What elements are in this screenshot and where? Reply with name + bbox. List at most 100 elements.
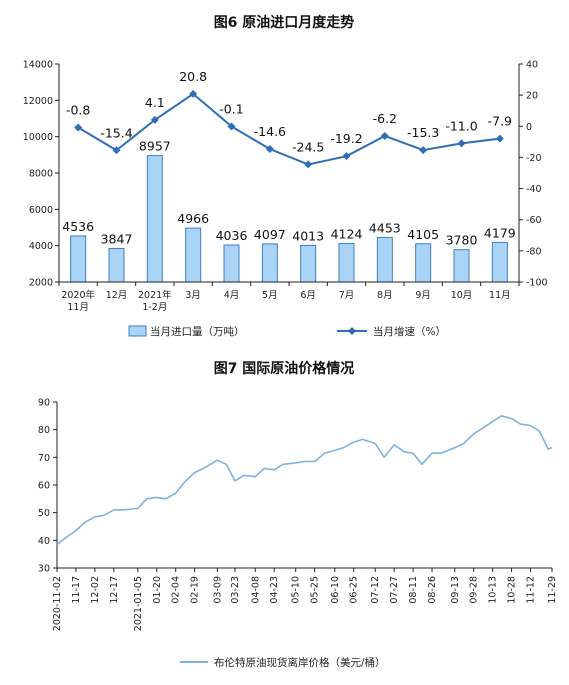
chart2-y-tick: 30 bbox=[38, 564, 50, 575]
growth-point bbox=[74, 123, 83, 132]
chart2-x-tick: 12-02 bbox=[90, 576, 101, 604]
import-volume-bar bbox=[491, 241, 508, 283]
growth-label: -6.2 bbox=[373, 111, 397, 126]
growth-label: -15.3 bbox=[407, 125, 439, 140]
chart1-growth-line bbox=[74, 89, 504, 169]
brent-price-line-path bbox=[56, 414, 553, 546]
chart2-x-tick: 06-25 bbox=[349, 576, 360, 604]
chart2-x-tick: 11-17 bbox=[71, 576, 82, 604]
chart2-legend: 布伦特原油现货离岸价格（美元/桶） bbox=[180, 656, 386, 669]
import-volume-bar bbox=[338, 242, 355, 283]
import-volume-label: 4124 bbox=[331, 226, 363, 241]
chart2-x-tick: 2020-11-02 bbox=[52, 576, 63, 631]
chart2-x-tick: 07-12 bbox=[370, 576, 381, 604]
chart2-price-line bbox=[56, 414, 553, 546]
import-volume-label: 4179 bbox=[484, 225, 516, 240]
growth-point bbox=[457, 139, 466, 148]
chart1-left-axis-labels: 2000 4000 6000 8000 10000 12000 14000 bbox=[23, 60, 53, 289]
growth-point bbox=[150, 115, 159, 124]
import-volume-label: 4536 bbox=[62, 219, 94, 234]
chart1-legend: 当月进口量（万吨） 当月增速（%） bbox=[128, 325, 446, 338]
growth-label: 4.1 bbox=[145, 95, 165, 110]
growth-label: -15.4 bbox=[100, 125, 132, 140]
chart2-y-tick: 70 bbox=[38, 453, 50, 464]
chart2-x-tick: 08-26 bbox=[427, 576, 438, 604]
legend-bar-label: 当月进口量（万吨） bbox=[150, 325, 245, 338]
chart2-y-tick: 90 bbox=[38, 398, 50, 409]
chart1-right-tick: -60 bbox=[526, 215, 542, 226]
growth-label: -7.9 bbox=[488, 114, 512, 129]
legend-bar-swatch bbox=[128, 325, 147, 337]
growth-point bbox=[419, 146, 428, 155]
import-volume-bar bbox=[415, 243, 432, 283]
chart1-x-tick-label: 10月 bbox=[451, 290, 473, 301]
growth-point bbox=[304, 160, 313, 169]
growth-label: -0.1 bbox=[219, 101, 243, 116]
chart1-right-tick: -20 bbox=[526, 153, 542, 164]
chart2-y-tick: 80 bbox=[38, 425, 50, 436]
chart2-x-tick: 03-09 bbox=[212, 576, 223, 604]
import-volume-label: 4013 bbox=[292, 228, 324, 243]
chart1-axis-frame bbox=[58, 64, 520, 283]
chart2-y-tick: 50 bbox=[38, 508, 50, 519]
import-volume-bar bbox=[376, 236, 393, 283]
chart2-x-tick: 10-13 bbox=[488, 576, 499, 604]
chart1-bars bbox=[70, 155, 508, 283]
chart2-x-tick: 2021-01-05 bbox=[133, 576, 144, 631]
import-volume-bar bbox=[146, 155, 163, 283]
chart1-x-tick-label: 4月 bbox=[224, 290, 240, 301]
import-volume-bar bbox=[453, 249, 470, 283]
chart2-x-tick: 06-10 bbox=[330, 576, 341, 604]
growth-point bbox=[495, 134, 504, 143]
chart2-x-tick: 05-10 bbox=[291, 576, 302, 604]
chart2-x-tick: 04-23 bbox=[269, 576, 280, 604]
chart2-x-tick: 12-17 bbox=[109, 576, 120, 604]
chart1-left-tick: 2000 bbox=[29, 278, 53, 289]
chart2-x-tick: 01-20 bbox=[152, 576, 163, 604]
chart1-title: 图6 原油进口月度走势 bbox=[214, 14, 355, 31]
chart1-x-tick-label: 8月 bbox=[377, 290, 393, 301]
chart2-x-tick: 05-25 bbox=[310, 576, 321, 604]
growth-line-path bbox=[77, 92, 500, 166]
chart1-left-tick: 6000 bbox=[29, 205, 53, 216]
chart1-x-tick-label: 9月 bbox=[415, 290, 431, 301]
chart1-left-tick: 4000 bbox=[29, 241, 53, 252]
chart1-x-tick-label: 1-2月 bbox=[142, 302, 167, 313]
chart2-x-tick: 02-04 bbox=[171, 576, 182, 604]
chart1-right-tick: -40 bbox=[526, 184, 542, 195]
import-volume-label: 4966 bbox=[177, 211, 209, 226]
chart1-left-tick: 8000 bbox=[29, 169, 53, 180]
growth-point bbox=[342, 152, 351, 161]
chart2-axes bbox=[53, 401, 553, 572]
import-volume-label: 4105 bbox=[407, 227, 439, 242]
chart1-right-tick: 40 bbox=[526, 60, 538, 71]
chart1-left-tick: 10000 bbox=[23, 132, 53, 143]
chart1-x-tick-label: 5月 bbox=[262, 290, 278, 301]
growth-label: -24.5 bbox=[292, 139, 324, 154]
chart2-x-tick: 04-08 bbox=[250, 576, 261, 604]
import-volume-bar bbox=[185, 227, 202, 283]
growth-label: -0.8 bbox=[66, 103, 90, 118]
chart1-bar-labels: 4536 3847 8957 4966 4036 4097 4013 4124 4453 4105… bbox=[62, 139, 516, 248]
chart1-right-tick: 20 bbox=[526, 91, 538, 102]
growth-point bbox=[189, 89, 198, 98]
chart2-x-tick: 02-19 bbox=[190, 576, 201, 604]
growth-label: -11.0 bbox=[445, 118, 477, 133]
chart2-title: 图7 国际原油价格情况 bbox=[214, 360, 355, 377]
chart1-x-tick-label: 3月 bbox=[185, 290, 201, 301]
growth-label: -14.6 bbox=[254, 124, 286, 139]
chart2-x-axis-labels: 2020-11-02 11-17 12-02 12-17 2021-01-05 01-20… bbox=[52, 576, 558, 631]
chart2-x-tick: 10-28 bbox=[507, 576, 518, 604]
chart2-x-tick: 08-11 bbox=[408, 576, 419, 604]
import-volume-bar bbox=[300, 244, 317, 283]
legend-price-label: 布伦特原油现货离岸价格（美元/桶） bbox=[214, 656, 386, 669]
legend-line-marker bbox=[348, 327, 356, 335]
chart2-y-axis-labels: 30 40 50 60 70 80 90 bbox=[38, 398, 50, 575]
chart1-growth-labels: -0.8-15.44.120.8-0.1-14.6-24.5-19.2-6.2-… bbox=[66, 69, 512, 155]
growth-point bbox=[265, 145, 274, 154]
chart1-axes bbox=[55, 63, 523, 286]
chart2-x-tick: 11-12 bbox=[526, 576, 537, 604]
